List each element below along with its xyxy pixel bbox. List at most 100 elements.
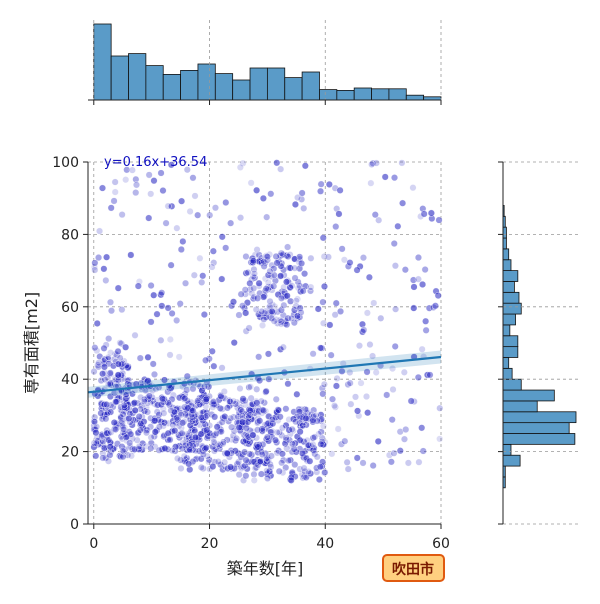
scatter-point — [277, 165, 285, 173]
scatter-point — [97, 409, 105, 417]
scatter-point — [147, 423, 155, 431]
scatter-point — [211, 439, 219, 447]
scatter-point — [157, 336, 165, 344]
scatter-point — [391, 174, 399, 182]
scatter-point — [265, 375, 273, 383]
scatter-point — [335, 210, 343, 218]
scatter-point — [206, 211, 214, 219]
x-histogram-bar — [197, 63, 216, 101]
scatter-point — [178, 197, 186, 205]
scatter-point — [147, 282, 155, 290]
scatter-point — [240, 476, 248, 484]
scatter-point — [208, 347, 216, 355]
scatter-point — [253, 246, 261, 254]
scatter-point — [297, 287, 305, 295]
scatter-point — [253, 186, 261, 194]
scatter-point — [180, 452, 188, 460]
scatter-point — [422, 317, 430, 325]
scatter-point — [341, 437, 349, 445]
scatter-point — [242, 472, 250, 480]
scatter-point — [336, 186, 344, 194]
scatter-point — [191, 192, 199, 200]
scatter-point — [241, 397, 249, 405]
scatter-point — [239, 159, 247, 167]
scatter-point — [331, 402, 339, 410]
scatter-point — [236, 384, 244, 392]
scatter-point — [91, 344, 99, 352]
scatter-point — [276, 413, 284, 421]
y-histogram-bar — [502, 302, 522, 315]
y-histogram-bar — [502, 454, 521, 467]
scatter-point — [179, 439, 187, 447]
scatter-point — [192, 433, 200, 441]
scatter-point — [256, 417, 264, 425]
scatter-point — [145, 392, 153, 400]
scatter-point — [255, 279, 263, 287]
scatter-point — [177, 464, 185, 472]
scatter-point — [375, 216, 383, 224]
scatter-point — [104, 457, 112, 465]
scatter-point — [168, 309, 176, 317]
scatter-point — [288, 282, 296, 290]
scatter-point — [205, 458, 213, 466]
scatter-point — [426, 371, 434, 379]
scatter-point — [197, 430, 205, 438]
scatter-point — [388, 416, 396, 424]
scatter-point — [264, 285, 272, 293]
scatter-point — [233, 434, 241, 442]
scatter-point — [418, 424, 426, 432]
x-histogram-bar — [93, 23, 112, 101]
x-axis-title: 築年数[年] — [227, 559, 304, 578]
scatter-point — [259, 194, 267, 202]
scatter-point — [122, 343, 130, 351]
scatter-point — [91, 418, 99, 426]
scatter-point — [92, 429, 100, 437]
scatter-point — [157, 291, 165, 299]
scatter-point — [114, 360, 122, 368]
scatter-point — [317, 440, 325, 448]
scatter-point — [175, 434, 183, 442]
scatter-point — [104, 380, 112, 388]
x-histogram-bar — [110, 55, 129, 101]
scatter-point — [120, 447, 128, 455]
scatter-point — [136, 354, 144, 362]
scatter-point — [410, 304, 418, 312]
y-histogram-bar — [502, 335, 519, 348]
scatter-point — [228, 423, 236, 431]
scatter-point — [273, 259, 281, 267]
scatter-point — [298, 189, 306, 197]
scatter-point — [327, 351, 335, 359]
scatter-point — [141, 407, 149, 415]
scatter-point — [122, 390, 130, 398]
scatter-point — [218, 418, 226, 426]
city-badge-label: 吹田市 — [392, 561, 434, 578]
scatter-point — [347, 400, 355, 408]
scatter-point — [92, 452, 100, 460]
scatter-point — [291, 264, 299, 272]
scatter-point — [256, 377, 264, 385]
y-tick-label: 80 — [61, 227, 79, 243]
scatter-point — [209, 463, 217, 471]
y-histogram-bar — [502, 270, 519, 282]
scatter-point — [331, 311, 339, 319]
scatter-point — [151, 443, 159, 451]
scatter-point — [191, 427, 199, 435]
city-badge: 吹田市 — [382, 554, 445, 582]
scatter-point — [381, 173, 389, 181]
scatter-point — [238, 407, 246, 415]
scatter-point — [122, 176, 130, 184]
scatter-point — [277, 249, 285, 257]
scatter-point — [284, 253, 292, 261]
scatter-point — [122, 433, 130, 441]
scatter-point — [189, 407, 197, 415]
scatter-point — [250, 265, 258, 273]
scatter-point — [258, 259, 266, 267]
scatter-point — [194, 397, 202, 405]
scatter-point — [260, 315, 268, 323]
scatter-point — [369, 462, 377, 470]
scatter-point — [242, 269, 250, 277]
scatter-point — [111, 188, 119, 196]
scatter-point — [211, 204, 219, 212]
x-tick-label: 0 — [89, 536, 98, 552]
scatter-point — [106, 451, 114, 459]
